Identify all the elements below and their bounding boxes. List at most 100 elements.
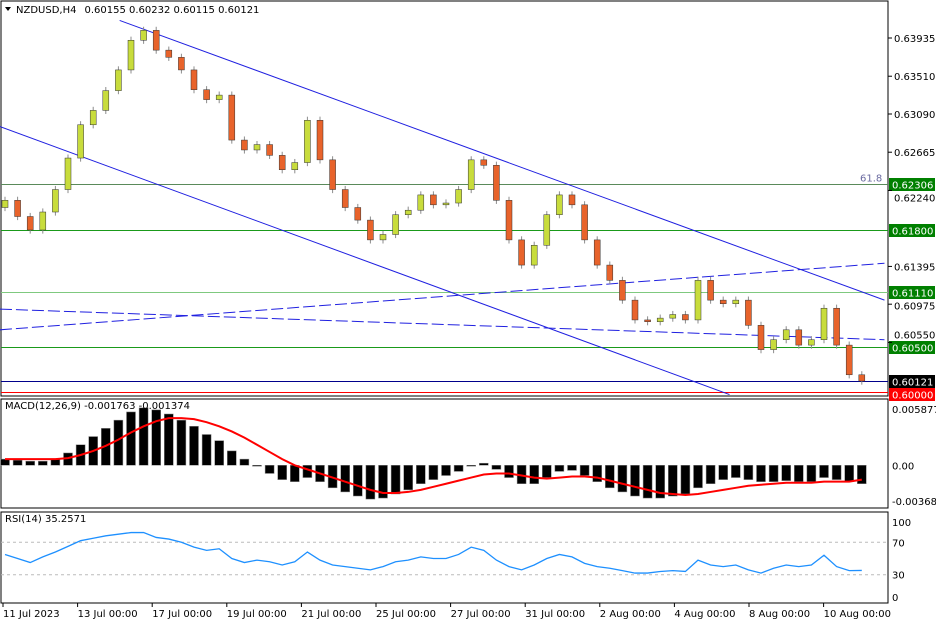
candle-body xyxy=(757,325,765,350)
candle-body xyxy=(682,314,689,321)
trendline xyxy=(0,308,885,341)
macd-bar xyxy=(592,465,602,482)
macd-bar xyxy=(718,465,728,480)
dropdown-triangle-icon[interactable] xyxy=(5,7,11,11)
macd-bar xyxy=(781,465,791,481)
time-label: 8 Aug 00:00 xyxy=(749,609,810,620)
price-tag: 0.60000 xyxy=(892,391,933,402)
macd-bar xyxy=(290,465,300,482)
candle-body xyxy=(215,94,223,100)
macd-bar xyxy=(529,465,539,484)
price-tag: 0.61800 xyxy=(892,227,933,238)
candle-body xyxy=(304,120,311,163)
candle-body xyxy=(278,155,286,170)
macd-bar xyxy=(38,460,48,466)
macd-bar xyxy=(605,465,615,489)
time-label: 13 Jul 00:00 xyxy=(78,609,138,620)
candle-body xyxy=(480,159,488,166)
macd-bar xyxy=(806,465,817,482)
candle-body xyxy=(329,159,336,190)
macd-bar xyxy=(428,465,439,480)
candle-body xyxy=(669,314,677,319)
macd-bar xyxy=(340,465,350,493)
price-tick-label: 0.63510 xyxy=(894,72,935,83)
candle-body xyxy=(732,299,740,304)
candle-body xyxy=(820,307,828,340)
macd-bar xyxy=(113,419,124,466)
candle-body xyxy=(442,202,450,206)
candle-body xyxy=(493,164,500,201)
macd-bar xyxy=(25,460,35,466)
macd-bar xyxy=(189,426,199,466)
macd-bar xyxy=(227,450,237,466)
price-tag: 0.60121 xyxy=(892,378,933,389)
candle-body xyxy=(392,214,399,235)
trendline xyxy=(0,262,885,331)
macd-bar xyxy=(365,465,376,500)
candle-body xyxy=(52,189,59,213)
candle-body xyxy=(530,245,538,266)
candle-body xyxy=(770,339,777,350)
candle-body xyxy=(178,57,185,71)
macd-bar xyxy=(390,465,401,495)
candle-body xyxy=(190,69,198,90)
macd-bar xyxy=(668,465,678,497)
trendline xyxy=(0,126,730,396)
rsi-tick-label: 0 xyxy=(892,593,898,604)
candles xyxy=(1,26,866,385)
price-tick-label: 0.63935 xyxy=(894,34,935,45)
macd-bar xyxy=(768,465,779,482)
time-label: 25 Jul 00:00 xyxy=(376,609,436,620)
macd-bar xyxy=(794,465,804,482)
macd-bar xyxy=(857,465,867,484)
candle-body xyxy=(379,234,387,241)
trendlines[interactable] xyxy=(0,19,885,396)
candle-body xyxy=(228,94,236,141)
macd-bar xyxy=(504,465,514,478)
candle-body xyxy=(89,110,97,126)
macd-panel xyxy=(0,407,867,500)
candle-body xyxy=(631,299,639,321)
rsi-panel xyxy=(1,531,888,576)
macd-bar xyxy=(630,465,640,497)
rsi-tick-label: 30 xyxy=(892,571,905,582)
price-tick-label: 0.60975 xyxy=(894,302,935,313)
candle-body xyxy=(241,139,248,151)
macd-bar xyxy=(756,465,766,482)
candle-body xyxy=(644,319,651,322)
macd-bar xyxy=(479,462,489,466)
panel-frames xyxy=(0,0,889,604)
price-tag-box xyxy=(889,375,935,388)
candle-body xyxy=(518,239,525,266)
price-tag-box xyxy=(889,286,935,299)
price-tag-box xyxy=(889,341,935,354)
candle-body xyxy=(556,194,563,215)
candle-body xyxy=(543,214,551,246)
candle-body xyxy=(808,339,815,346)
candle-body xyxy=(619,280,626,301)
macd-bar xyxy=(126,411,136,466)
candle-body xyxy=(707,280,714,301)
fibo-label: 61.8 xyxy=(860,174,882,185)
time-label: 19 Jul 00:00 xyxy=(227,609,287,620)
rsi-tick-label: 100 xyxy=(892,518,911,529)
candle-body xyxy=(430,194,437,206)
candle-body xyxy=(316,120,324,161)
candle-body xyxy=(102,90,110,111)
axes: 0.62306 0.61800 0.61110 0.60500 0.60121 0.600… xyxy=(2,34,936,620)
candle-body xyxy=(140,30,147,41)
time-label: 31 Jul 00:00 xyxy=(525,609,585,620)
macd-bar xyxy=(642,465,653,499)
macd-bar xyxy=(151,409,161,466)
chart-header-symbol: NZDUSD,H4 xyxy=(16,5,76,16)
price-tick-label: 0.61395 xyxy=(894,262,935,273)
trendline xyxy=(119,19,885,301)
candle-body xyxy=(152,30,160,51)
macd-bar xyxy=(453,465,464,472)
candle-body xyxy=(26,216,34,231)
macd-bar xyxy=(353,465,363,497)
time-label: 4 Aug 00:00 xyxy=(674,609,735,620)
macd-bar xyxy=(705,465,716,484)
panel-frame xyxy=(0,0,889,397)
